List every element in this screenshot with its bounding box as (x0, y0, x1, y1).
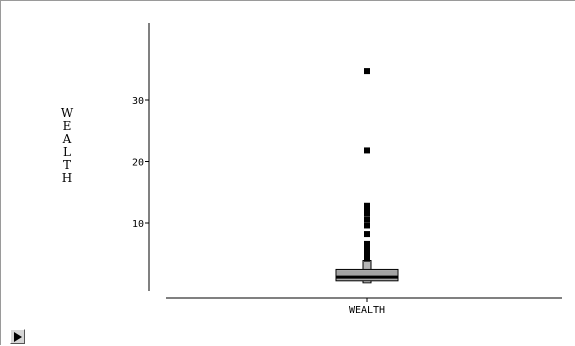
outlier-point (364, 222, 370, 229)
x-category-label: WEALTH (349, 305, 385, 316)
y-axis-label-letter: W (61, 106, 74, 120)
box-iqr (335, 268, 399, 282)
y-tick-label: 10 (132, 219, 144, 230)
outlier-point (364, 202, 370, 209)
outlier-point (364, 216, 370, 223)
outlier-point (364, 147, 370, 154)
median-line (336, 275, 398, 279)
y-axis-label-letter: A (62, 132, 72, 146)
outlier-point (364, 210, 370, 217)
y-axis-label: WEALTH (61, 106, 74, 185)
play-button[interactable] (10, 329, 25, 344)
y-tick-label: 30 (132, 96, 144, 107)
y-axis-label-letter: H (62, 171, 72, 185)
outlier-point (364, 240, 370, 247)
outlier-point (364, 231, 370, 238)
outlier-point (364, 68, 370, 75)
box-plot (335, 260, 399, 284)
outlier-point (364, 205, 370, 212)
y-axis-label-letter: T (63, 158, 71, 172)
play-icon (14, 332, 22, 342)
outlier-points (364, 68, 370, 262)
y-axis-ticks: 10 20 30 (132, 96, 149, 230)
y-tick-label: 20 (132, 158, 144, 169)
y-axis-label-letter: E (63, 119, 72, 133)
y-axis-label-letter: L (63, 145, 71, 159)
